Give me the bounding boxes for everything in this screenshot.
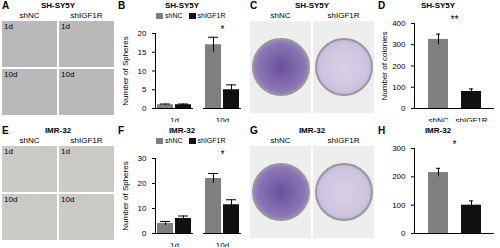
svg-text:200: 200 — [392, 62, 406, 71]
svg-text:*: * — [221, 149, 225, 160]
html-text:shNC: shNC — [165, 12, 183, 19]
html-text:SH-SY5Y: SH-SY5Y — [420, 1, 456, 10]
html-text:SH-SY5Y: SH-SY5Y — [294, 1, 330, 10]
svg-text:Number of colonies: Number of colonies — [380, 32, 389, 101]
html-text:shIGF1R: shIGF1R — [327, 136, 360, 145]
svg-text:10: 10 — [138, 204, 147, 213]
html-text:1d: 1d — [4, 147, 13, 156]
svg-text:*: * — [221, 24, 225, 35]
svg-text:200: 200 — [392, 172, 406, 181]
svg-text:0: 0 — [142, 229, 147, 238]
svg-text:0: 0 — [401, 104, 406, 113]
html-text:10d: 10d — [61, 195, 75, 204]
svg-text:100: 100 — [392, 83, 406, 92]
html-text:shNC: shNC — [270, 136, 291, 145]
html-text:shIGF1R: shIGF1R — [197, 12, 226, 19]
html-text:10d: 10d — [4, 195, 18, 204]
svg-text:Number of Spheres: Number of Spheres — [121, 36, 130, 105]
html-text:1d: 1d — [4, 22, 13, 31]
html-text:1d: 1d — [61, 22, 70, 31]
html-text:shIGF1R: shIGF1R — [70, 11, 103, 20]
html-text:10d: 10d — [61, 70, 75, 79]
html-text:1d: 1d — [61, 147, 70, 156]
html-text:10d: 10d — [4, 70, 18, 79]
html-text:shNC: shNC — [19, 11, 40, 20]
html-text:H: H — [378, 125, 386, 136]
svg-text:10d: 10d — [216, 116, 229, 122]
html-text:shIGF1R: shIGF1R — [327, 11, 360, 20]
svg-text:300: 300 — [392, 144, 406, 153]
svg-text:20: 20 — [138, 179, 147, 188]
svg-text:20: 20 — [138, 29, 147, 38]
html-text:shNC: shNC — [270, 11, 291, 20]
html-text:SH-SY5Y: SH-SY5Y — [40, 1, 76, 10]
html-text:G: G — [250, 125, 258, 136]
html-text:shIGF1R: shIGF1R — [70, 136, 103, 145]
svg-text:400: 400 — [392, 19, 406, 28]
svg-text:shNC: shNC — [428, 116, 448, 122]
html-text:B: B — [118, 0, 126, 11]
svg-text:5: 5 — [142, 85, 147, 94]
html-text:IMR-32: IMR-32 — [424, 126, 452, 135]
svg-text:1d: 1d — [170, 241, 179, 247]
svg-text:shIGF1R: shIGF1R — [455, 116, 487, 122]
svg-text:*: * — [453, 139, 457, 150]
svg-text:0: 0 — [401, 229, 406, 238]
html-text:A: A — [2, 0, 10, 11]
svg-text:10d: 10d — [216, 241, 229, 247]
html-text:C: C — [250, 0, 258, 11]
html-text:SH-SY5Y: SH-SY5Y — [164, 1, 200, 10]
html-text:shNC: shNC — [165, 137, 183, 144]
svg-text:0: 0 — [142, 104, 147, 113]
svg-text:**: ** — [451, 14, 459, 25]
svg-text:10: 10 — [138, 67, 147, 76]
html-text:shNC: shNC — [19, 136, 40, 145]
html-text:IMR-32: IMR-32 — [44, 126, 72, 135]
html-text:IMR-32: IMR-32 — [298, 126, 326, 135]
html-text:shIGF1R: shIGF1R — [197, 137, 226, 144]
html-text:D: D — [378, 0, 386, 11]
html-text:E: E — [2, 125, 9, 136]
svg-text:1d: 1d — [170, 116, 179, 122]
svg-text:300: 300 — [392, 40, 406, 49]
html-text:IMR-32: IMR-32 — [168, 126, 196, 135]
svg-text:100: 100 — [392, 201, 406, 210]
html-text:F: F — [118, 125, 125, 136]
svg-text:Number of Spheres: Number of Spheres — [121, 161, 130, 230]
svg-text:30: 30 — [138, 154, 147, 163]
svg-text:15: 15 — [138, 48, 147, 57]
